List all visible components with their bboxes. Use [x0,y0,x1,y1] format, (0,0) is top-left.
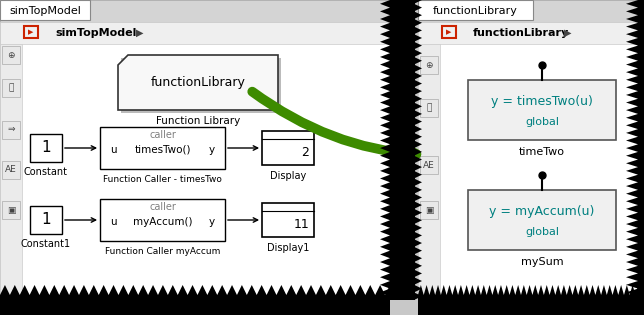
Text: myAccum(): myAccum() [133,217,193,227]
Text: Display1: Display1 [267,243,309,253]
Bar [0,44,22,295]
Bar [2,121,20,139]
Text: simTopModel: simTopModel [55,28,137,38]
Text: y: y [209,217,215,227]
Bar [442,26,456,38]
Text: timesTwo(): timesTwo() [134,145,191,155]
Text: ⤢: ⤢ [8,83,14,93]
Bar [2,79,20,97]
Text: u: u [110,145,117,155]
Text: Display: Display [270,171,306,181]
Text: y = timesTwo(u): y = timesTwo(u) [491,95,593,108]
Bar [100,127,225,169]
Bar [262,131,314,165]
Bar [420,56,438,74]
Polygon shape [380,0,415,300]
Bar [418,0,644,22]
Text: Constant: Constant [24,167,68,177]
Bar [2,161,20,179]
Bar [24,26,38,38]
Text: AE: AE [5,165,17,175]
Text: global: global [525,117,559,127]
Text: ▶: ▶ [137,28,144,38]
Text: ▣: ▣ [6,205,15,215]
Text: Function Caller myAccum: Function Caller myAccum [105,248,220,256]
Polygon shape [118,55,278,110]
Text: ⊕: ⊕ [7,50,15,60]
Text: Constant1: Constant1 [21,239,71,249]
Text: u: u [110,217,117,227]
Polygon shape [0,285,390,315]
Text: global: global [525,227,559,237]
Polygon shape [626,0,644,300]
Bar [418,0,533,20]
Bar [2,46,20,64]
Bar [0,22,395,44]
Bar [420,99,438,117]
Text: AE: AE [423,161,435,169]
Text: 1: 1 [41,213,51,227]
Polygon shape [395,0,422,300]
Bar [0,0,395,22]
Bar [30,206,62,234]
Text: caller: caller [149,130,176,140]
Bar [418,44,440,295]
Text: ⊕: ⊕ [425,60,433,70]
Polygon shape [418,285,644,315]
Bar [420,201,438,219]
Text: functionLibrary: functionLibrary [473,28,569,38]
Bar [0,0,395,295]
Bar [468,80,616,140]
Text: 1: 1 [41,140,51,156]
Text: y: y [209,145,215,155]
Bar [100,199,225,241]
Text: ⤢: ⤢ [426,104,431,112]
Text: functionLibrary: functionLibrary [433,6,517,16]
Text: functionLibrary: functionLibrary [151,76,245,89]
Text: 11: 11 [293,217,309,231]
Bar [121,58,281,113]
Text: 2: 2 [301,146,309,158]
Text: Function Caller - timesTwo: Function Caller - timesTwo [103,175,222,185]
Text: ▶: ▶ [564,28,572,38]
Bar [420,156,438,174]
Text: mySum: mySum [521,257,564,267]
Bar [418,0,644,295]
Bar [262,203,314,237]
Bar [2,201,20,219]
Text: timeTwo: timeTwo [519,147,565,157]
Bar [468,190,616,250]
Text: y = myAccum(u): y = myAccum(u) [489,205,594,219]
Text: caller: caller [149,202,176,212]
Text: ▣: ▣ [425,205,433,215]
Text: ⇒: ⇒ [7,125,15,135]
Text: ▶: ▶ [28,29,33,35]
Text: ▶: ▶ [446,29,451,35]
Bar [0,0,90,20]
Text: simTopModel: simTopModel [9,6,81,16]
Text: Function Library: Function Library [156,116,240,126]
Bar [418,22,644,44]
Bar [30,134,62,162]
